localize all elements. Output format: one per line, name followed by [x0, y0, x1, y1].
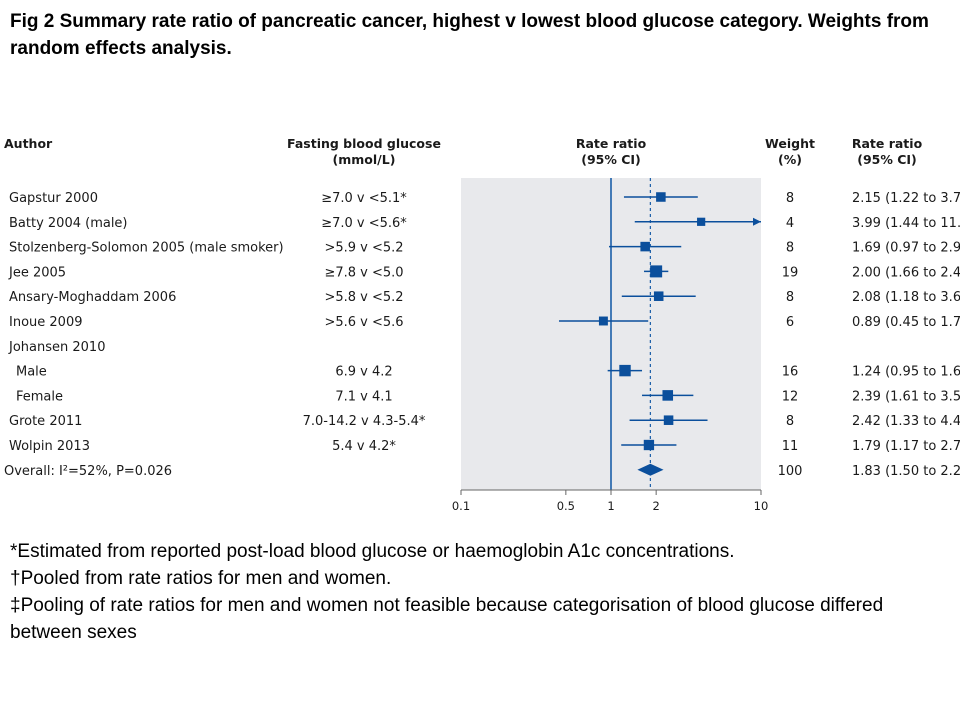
study-rate-ratio-ci: 3.99 (1.44 to 11.03) — [852, 216, 960, 231]
study-weight: 4 — [786, 216, 794, 231]
overall-diamond — [637, 463, 664, 476]
study-label: Johansen 2010 — [8, 340, 105, 355]
x-tick-label: 0.5 — [557, 499, 575, 513]
study-rate-ratio-ci: 2.08 (1.18 to 3.67) — [852, 290, 960, 305]
study-weight: 16 — [782, 365, 799, 380]
glucose-comparison: >5.8 v <5.2 — [324, 290, 403, 305]
study-label: Ansary-Moghaddam 2006 — [9, 290, 176, 305]
point-estimate — [697, 217, 706, 226]
header-glucose-line2: (mmol/L) — [333, 152, 396, 167]
header-author: Author — [4, 136, 53, 151]
x-tick-label: 1 — [607, 499, 614, 513]
study-rate-ratio-ci: 2.00 (1.66 to 2.41)† — [852, 265, 960, 280]
point-estimate — [643, 439, 655, 451]
study-weight: 6 — [786, 315, 794, 330]
study-rate-ratio-ci: 1.69 (0.97 to 2.94) — [852, 241, 960, 256]
study-rate-ratio-ci: 2.15 (1.22 to 3.79) — [852, 191, 960, 206]
footnote-estimated: *Estimated from reported post-load blood… — [10, 541, 735, 562]
study-rate-ratio-ci: 2.39 (1.61 to 3.54)‡ — [852, 389, 960, 404]
study-rate-ratio-ci: 0.89 (0.45 to 1.77)† — [852, 315, 960, 330]
point-estimate — [650, 265, 663, 278]
study-label: Female — [16, 389, 63, 404]
footnotes: *Estimated from reported post-load blood… — [10, 538, 950, 646]
point-estimate — [598, 316, 608, 326]
overall-rate-ratio-ci: 1.83 (1.50 to 2.24) — [852, 464, 960, 479]
overall-weight: 100 — [778, 464, 803, 479]
x-tick-label: 10 — [754, 499, 769, 513]
x-axis: 0.1 0.5 1 2 10 — [452, 489, 769, 513]
glucose-comparison: 7.1 v 4.1 — [335, 389, 392, 404]
glucose-comparison: >5.9 v <5.2 — [324, 241, 403, 256]
header-rr-line2: (95% CI) — [581, 152, 641, 167]
study-rate-ratio-ci: 1.24 (0.95 to 1.61)‡ — [852, 365, 960, 380]
study-rate-ratio-ci: 1.79 (1.17 to 2.73) — [852, 439, 960, 454]
study-label: Wolpin 2013 — [9, 439, 90, 454]
point-estimate — [653, 291, 664, 301]
glucose-comparison: 6.9 v 4.2 — [335, 365, 392, 380]
glucose-comparison: 5.4 v 4.2* — [332, 439, 396, 454]
footnote-pooled: †Pooled from rate ratios for men and wom… — [10, 568, 392, 589]
x-tick-label: 2 — [652, 499, 659, 513]
point-estimate — [656, 192, 666, 202]
point-estimate — [663, 415, 674, 425]
study-weight: 8 — [786, 290, 794, 305]
figure-title: Fig 2 Summary rate ratio of pancreatic c… — [10, 11, 929, 59]
point-estimate — [640, 241, 650, 252]
study-weight: 11 — [782, 439, 799, 454]
study-weight: 8 — [786, 191, 794, 206]
header-rrcol-line1: Rate ratio — [852, 136, 923, 151]
point-estimate — [619, 364, 631, 377]
study-weight: 12 — [782, 389, 799, 404]
glucose-comparison: ≥7.0 v <5.1* — [321, 191, 407, 206]
header-rr-line1: Rate ratio — [576, 136, 647, 151]
forest-marks — [558, 178, 761, 490]
study-label: Inoue 2009 — [9, 315, 82, 330]
ci-arrow — [753, 217, 761, 226]
footnote-not-pooled: ‡Pooling of rate ratios for men and wome… — [10, 595, 884, 643]
study-weight: 8 — [786, 241, 794, 256]
header-rrcol-line2: (95% CI) — [857, 152, 917, 167]
glucose-comparison: ≥7.0 v <5.6* — [321, 216, 407, 231]
study-weight: 19 — [782, 265, 799, 280]
overall-label: Overall: I²=52%, P=0.026 — [4, 464, 172, 479]
study-label: Male — [16, 365, 47, 380]
study-label: Stolzenberg-Solomon 2005 (male smoker) — [9, 241, 284, 256]
x-tick-label: 0.1 — [452, 499, 470, 513]
glucose-comparison: 7.0-14.2 v 4.3-5.4* — [303, 414, 426, 429]
study-label: Batty 2004 (male) — [9, 216, 128, 231]
study-label: Jee 2005 — [8, 265, 66, 280]
header-weight-line1: Weight — [765, 136, 815, 151]
study-weight: 8 — [786, 414, 794, 429]
point-estimate — [662, 390, 674, 401]
glucose-comparison: ≥7.8 v <5.0 — [324, 265, 403, 280]
study-rate-ratio-ci: 2.42 (1.33 to 4.40) — [852, 414, 960, 429]
header-weight-line2: (%) — [778, 152, 802, 167]
glucose-comparison: >5.6 v <5.6 — [324, 315, 403, 330]
forest-rows: Gapstur 2000 ≥7.0 v <5.1* 8 2.15 (1.22 to 3… — [4, 191, 960, 479]
header-glucose-line1: Fasting blood glucose — [287, 136, 441, 151]
study-label: Grote 2011 — [9, 414, 82, 429]
study-label: Gapstur 2000 — [9, 191, 98, 206]
forest-plot: Author Fasting blood glucose (mmol/L) Ra… — [4, 136, 960, 513]
